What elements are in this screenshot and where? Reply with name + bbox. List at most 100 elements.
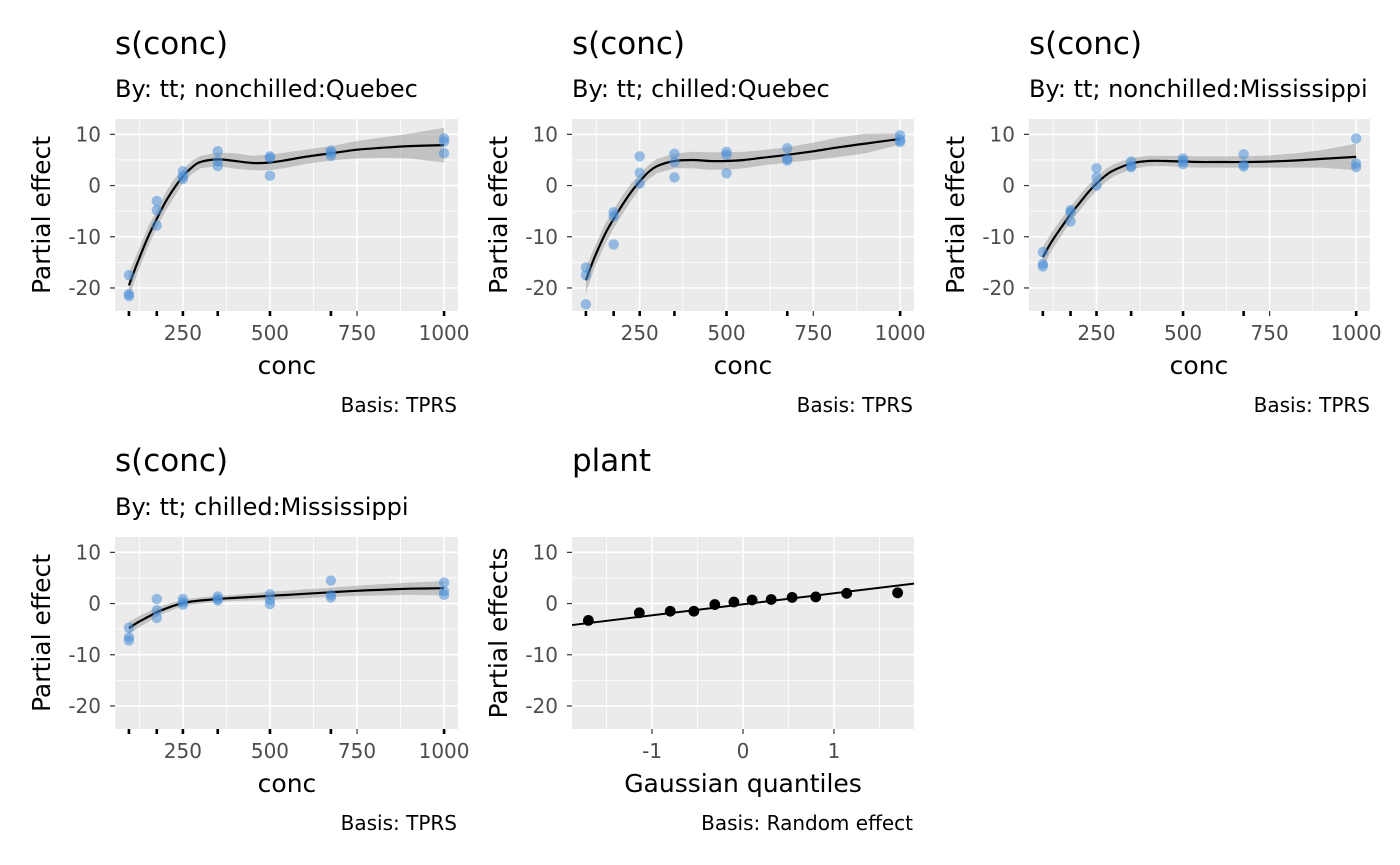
partial-residual-point [264,598,276,610]
x-tick-label: 500 [251,739,289,763]
x-tick-label: 1000 [419,321,470,345]
confidence-band [128,581,445,635]
partial-residual-point [325,592,337,603]
panel-chilled-quebec: s(conc) By: tt; chilled:Quebec 250 500 750… [484,26,926,417]
quantile-point [664,605,676,617]
partial-residual-point [634,167,645,178]
partial-residual-point [580,269,592,281]
partial-residual-point [151,605,162,616]
x-tick-label: 1 [828,739,841,763]
x-tick-label: 750 [338,321,376,345]
panel-nonchilled-quebec: s(conc) By: tt; nonchilled:Quebec 250 500… [27,26,470,417]
partial-residual-point [212,160,223,172]
quantile-point [582,615,594,626]
y-tick-label: 0 [545,174,558,198]
x-tick-label: 250 [164,739,202,763]
y-tick-label: -20 [982,276,1015,300]
partial-residual-point [1037,261,1049,272]
y-tick-label: 0 [1002,174,1015,198]
quantile-point [892,587,904,599]
partial-residual-point [1091,162,1102,174]
y-tick-label: 10 [533,540,558,564]
partial-residual-point [1350,133,1362,144]
y-tick-label: -20 [68,694,101,718]
x-axis-title: Gaussian quantiles [624,769,862,798]
panel-nonchilled-mississippi: s(conc) By: tt; nonchilled:Mississippi 2… [941,26,1382,417]
x-tick-label: 500 [1164,321,1202,345]
panel-subtitle: By: tt; nonchilled:Quebec [115,75,418,103]
x-tick-label: 250 [164,321,202,345]
x-axis-title: conc [1170,351,1229,380]
partial-residual-point [123,269,135,281]
x-tick-label: -1 [642,739,662,763]
y-tick-label: 0 [88,174,101,198]
y-tick-label: -20 [68,276,101,300]
partial-residual-point [721,149,732,161]
y-tick-label: -10 [68,643,101,667]
x-tick-label: 250 [1077,321,1115,345]
y-tick-label: 10 [76,122,101,146]
partial-residual-point [123,635,135,646]
y-tick-label: 10 [76,540,101,564]
panel-title: plant [572,443,651,479]
quantile-point [633,607,645,619]
y-axis-title: Partial effect [27,554,56,712]
x-tick-label: 1000 [875,321,926,345]
partial-residual-point [669,148,680,160]
partial-residual-point [634,178,645,189]
quantile-point [786,592,798,603]
partial-residual-point [608,239,619,250]
x-tick-label: 250 [621,321,659,345]
panel-subtitle: By: tt; nonchilled:Mississippi [1029,75,1368,103]
confidence-band [128,127,445,299]
y-tick-label: -10 [68,225,101,249]
x-axis-title: conc [258,351,317,380]
partial-residual-point [151,612,162,624]
confidence-band [585,133,901,294]
y-tick-label: -20 [525,694,558,718]
quantile-point [765,594,777,605]
panel-title: s(conc) [115,26,228,62]
partial-residual-point [264,170,276,182]
partial-residual-point [721,168,732,179]
partial-residual-point [151,220,162,231]
partial-residual-point [1037,246,1049,258]
partial-residual-point [1065,206,1076,218]
plot-background [1029,119,1370,311]
y-tick-label: -10 [982,225,1015,249]
panel-caption: Basis: TPRS [797,393,913,417]
y-tick-label: 0 [545,592,558,616]
partial-residual-point [894,136,906,148]
partial-residual-point [580,262,592,273]
partial-residual-point [212,595,223,606]
partial-residual-point [325,575,337,586]
partial-residual-point [782,155,793,166]
panel-title: s(conc) [1029,26,1142,62]
quantile-point [728,596,740,608]
partial-residual-point [1125,161,1137,173]
partial-residual-point [1350,161,1362,173]
partial-residual-point [123,290,135,302]
confidence-band [1042,143,1357,268]
quantile-point [688,605,700,617]
partial-residual-point [1238,161,1249,172]
partial-residual-point [325,150,337,162]
quantile-point [746,594,758,606]
partial-residual-point [264,152,276,164]
y-tick-label: -10 [525,225,558,249]
x-tick-label: 750 [794,321,832,345]
partial-residual-point [669,172,680,183]
x-axis-title: conc [258,769,317,798]
y-tick-label: 0 [88,592,101,616]
x-tick-label: 500 [707,321,745,345]
panel-chilled-mississippi: s(conc) By: tt; chilled:Mississippi 250 5… [27,443,470,835]
partial-residual-point [1091,180,1102,191]
y-axis-title: Partial effect [484,136,513,294]
partial-residual-point [634,151,645,162]
partial-residual-point [438,577,450,588]
partial-residual-point [212,146,223,157]
partial-residual-point [177,173,189,185]
quantile-point [810,591,822,603]
